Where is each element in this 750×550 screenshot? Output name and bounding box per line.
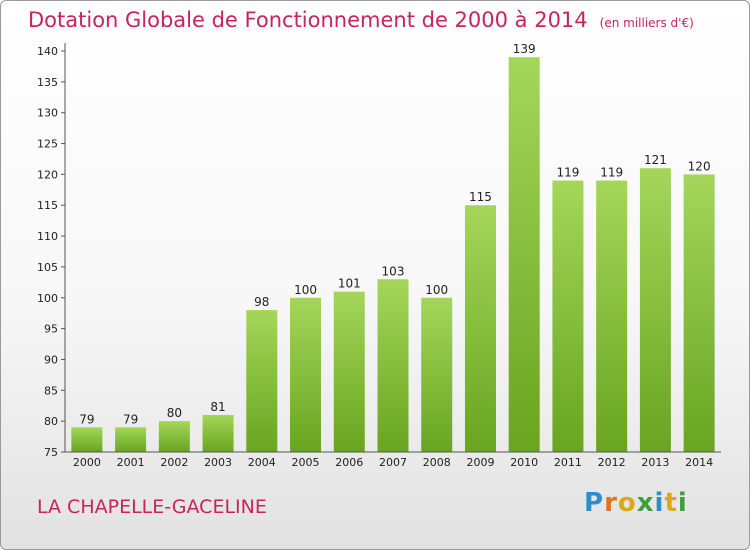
y-tick-label: 100 xyxy=(37,292,58,305)
bar xyxy=(333,291,365,452)
y-tick-label: 75 xyxy=(44,446,58,459)
y-tick-label: 90 xyxy=(44,353,58,366)
bar-value-label: 98 xyxy=(254,295,269,309)
chart-title: Dotation Globale de Fonctionnement de 20… xyxy=(28,8,694,32)
y-tick-label: 120 xyxy=(37,168,58,181)
x-tick-label: 2004 xyxy=(248,456,276,469)
x-axis: 2000 2001 2002 2003 2004 2005 2006 2007 2008 2009… xyxy=(65,451,721,469)
y-tick-label: 130 xyxy=(37,107,58,120)
bar xyxy=(464,205,496,452)
bar xyxy=(202,414,234,452)
bar-value-label: 100 xyxy=(294,283,317,297)
bar xyxy=(377,279,409,452)
x-tick-label: 2003 xyxy=(204,456,232,469)
y-tick-label: 110 xyxy=(37,230,58,243)
bar-value-label: 120 xyxy=(688,159,711,173)
bar xyxy=(115,427,147,452)
bar-value-label: 101 xyxy=(338,277,361,291)
bar-value-label: 139 xyxy=(513,42,536,56)
bar-value-label: 81 xyxy=(210,400,225,414)
bar-value-label: 119 xyxy=(600,166,623,180)
bar-value-label: 80 xyxy=(167,406,182,420)
logo-letter: t xyxy=(664,488,678,518)
y-tick-label: 105 xyxy=(37,261,58,274)
bar xyxy=(246,310,278,452)
logo-letter: i xyxy=(654,488,665,518)
logo-letter: x xyxy=(636,488,655,518)
x-tick-label: 2011 xyxy=(554,456,582,469)
bar xyxy=(552,180,584,453)
bar-value-label: 103 xyxy=(382,264,405,278)
bar-value-label: 121 xyxy=(644,153,667,167)
y-tick-label: 125 xyxy=(37,138,58,151)
logo-letter: o xyxy=(617,488,637,518)
bar xyxy=(71,427,103,452)
x-tick-label: 2005 xyxy=(292,456,320,469)
y-tick-label: 80 xyxy=(44,415,58,428)
x-tick-label: 2002 xyxy=(160,456,188,469)
bar-value-label: 79 xyxy=(79,412,94,426)
chart-title-text: Dotation Globale de Fonctionnement de 20… xyxy=(28,8,588,32)
logo-letter: r xyxy=(604,488,618,518)
x-tick-label: 2010 xyxy=(510,456,538,469)
bar xyxy=(290,297,322,452)
bar xyxy=(158,421,190,452)
commune-name: LA CHAPELLE-GACELINE xyxy=(37,496,267,518)
x-tick-label: 2009 xyxy=(466,456,494,469)
chart-unit-text: (en milliers d'€) xyxy=(599,16,694,30)
y-tick-label: 140 xyxy=(37,45,58,58)
bar xyxy=(639,168,671,452)
bar xyxy=(596,180,628,453)
bar-value-label: 115 xyxy=(469,190,492,204)
bar xyxy=(421,297,453,452)
x-tick-label: 2007 xyxy=(379,456,407,469)
logo-letter: P xyxy=(584,488,605,518)
x-tick-label: 2013 xyxy=(641,456,669,469)
bar-value-label: 79 xyxy=(123,412,138,426)
y-tick-label: 115 xyxy=(37,199,58,212)
y-tick-label: 95 xyxy=(44,323,58,336)
x-tick-label: 2014 xyxy=(685,456,713,469)
bar xyxy=(508,57,540,453)
y-tick-label: 85 xyxy=(44,384,58,397)
y-tick-label: 135 xyxy=(37,76,58,89)
x-tick-label: 2012 xyxy=(598,456,626,469)
x-tick-label: 2006 xyxy=(335,456,363,469)
x-tick-label: 2001 xyxy=(117,456,145,469)
y-axis: 75 80 85 90 95 100 105 110 115 120 125 130 135 140 xyxy=(37,43,66,459)
proxiti-logo: Proxiti xyxy=(584,488,688,518)
logo-letter: i xyxy=(677,488,688,518)
bars: 79 79 80 81 98 100 101 103 100 115 139 119 119 121 120 xyxy=(71,42,715,453)
bar xyxy=(683,174,715,452)
x-tick-label: 2000 xyxy=(73,456,101,469)
bar-value-label: 119 xyxy=(556,166,579,180)
bar-value-label: 100 xyxy=(425,283,448,297)
x-tick-label: 2008 xyxy=(423,456,451,469)
